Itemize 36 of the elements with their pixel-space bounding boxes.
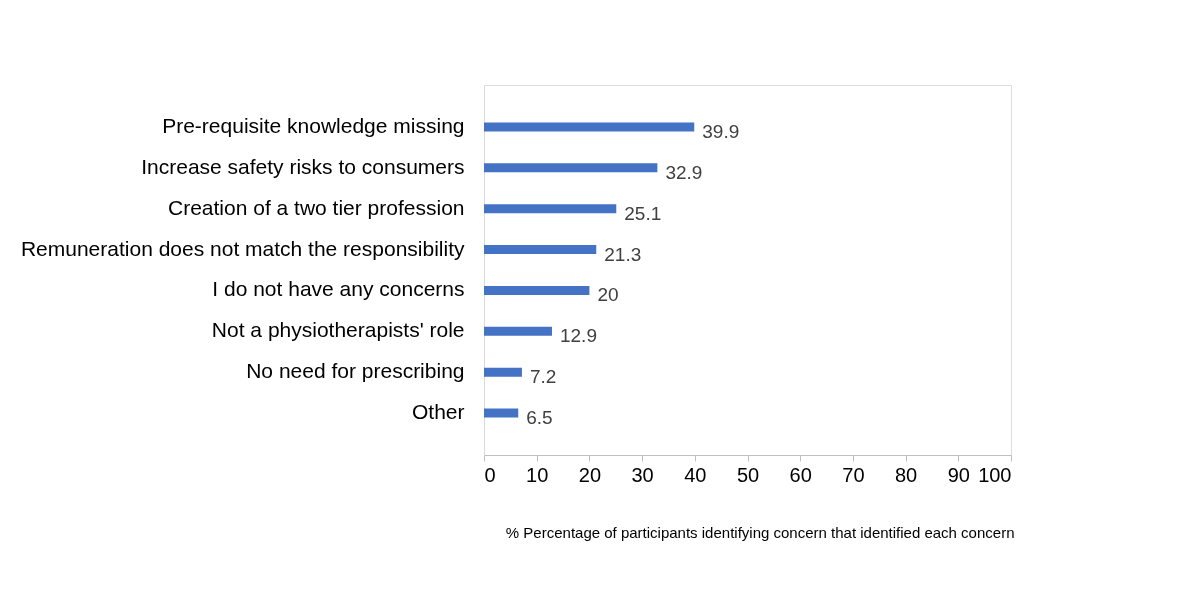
bar [484, 122, 695, 132]
bar [484, 408, 519, 418]
y-tick-label: No need for prescribing [246, 359, 465, 383]
data-label: 32.9 [665, 161, 703, 183]
y-tick-label: Other [411, 400, 465, 424]
x-tick-label: 30 [631, 463, 654, 486]
x-tick-label: 20 [578, 463, 602, 486]
data-label: 39.9 [702, 120, 740, 142]
x-tick-label: 90 [947, 463, 970, 486]
bar [484, 163, 658, 173]
bar [484, 326, 552, 336]
data-label: 25.1 [624, 202, 662, 224]
x-axis-title: % Percentage of participants identifying concern that identified each concern [505, 523, 1015, 541]
data-label: 7.2 [529, 366, 557, 388]
x-tick-label: 80 [894, 463, 918, 486]
bar [484, 204, 617, 214]
x-tick-label: 10 [526, 463, 549, 486]
data-label: 6.5 [526, 407, 553, 429]
y-tick-label: Pre-requisite knowledge missing [162, 113, 465, 137]
x-tick-label: 60 [789, 463, 812, 486]
x-tick-label: 50 [736, 463, 760, 486]
x-tick-label: 70 [842, 463, 865, 486]
y-tick-label: Not a physiotherapists' role [211, 318, 465, 342]
data-label: 20 [597, 284, 619, 306]
x-tick-label: 0 [484, 463, 496, 486]
bar [484, 245, 597, 255]
y-tick-label: Creation of a two tier profession [168, 195, 465, 219]
data-label: 12.9 [559, 325, 597, 347]
bar [484, 367, 522, 377]
y-tick-label: Remuneration does not match the responsibility [20, 236, 465, 260]
bar [484, 285, 590, 295]
y-tick-label: Increase safety risks to consumers [141, 154, 465, 178]
x-tick-label: 40 [684, 463, 707, 486]
y-tick-label: I do not have any concerns [212, 277, 465, 301]
x-tick-label: 100 [978, 463, 1012, 486]
data-label: 21.3 [604, 243, 642, 265]
